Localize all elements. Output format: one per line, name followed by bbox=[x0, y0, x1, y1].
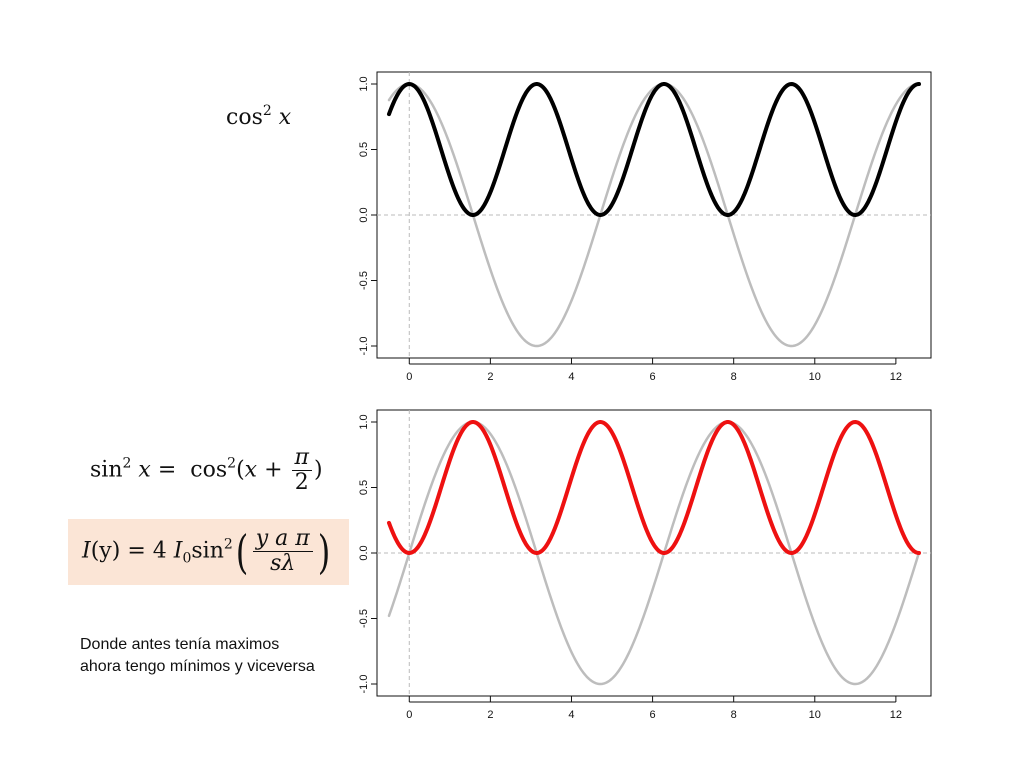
top-x-tick-label: 6 bbox=[650, 371, 656, 383]
intensity-formula-box: I(y) = 4 I0sin2(y a π sλ) bbox=[68, 519, 349, 585]
sin2-identity: sin2 x = cos2(x + π 2 ) bbox=[90, 445, 323, 496]
bottom-x-tick-label: 4 bbox=[568, 709, 574, 721]
intensity-formula: I(y) = 4 I0sin2(y a π sλ) bbox=[82, 524, 331, 579]
bottom-y-tick-label: 0.5 bbox=[358, 480, 370, 495]
cos-squared-chart: 0 2 4 6 8 10 12 -1.0 -0.5 0.0 0.5 1.0 bbox=[358, 71, 932, 383]
explanation-note: Donde antes tenía maximos ahora tengo mí… bbox=[80, 636, 315, 675]
bottom-x-tick-label: 0 bbox=[406, 709, 412, 721]
cos2-label: cos2 x bbox=[226, 103, 292, 130]
top-y-tick-label: 0.0 bbox=[358, 207, 370, 222]
bottom-x-tick-label: 2 bbox=[487, 709, 493, 721]
top-y-tick-label: -0.5 bbox=[358, 271, 370, 290]
top-y-tick-label: -1.0 bbox=[358, 337, 370, 356]
bottom-y-tick-label: 1.0 bbox=[358, 414, 370, 429]
top-series-0 bbox=[387, 82, 921, 348]
bottom-x-tick-label: 10 bbox=[809, 709, 821, 721]
bottom-series-1 bbox=[387, 420, 921, 555]
top-y-tick-label: 0.5 bbox=[358, 142, 370, 157]
bottom-x-tick-label: 6 bbox=[650, 709, 656, 721]
top-x-tick-label: 8 bbox=[731, 371, 737, 383]
top-x-tick-label: 2 bbox=[487, 371, 493, 383]
bottom-y-tick-label: 0.0 bbox=[358, 545, 370, 560]
top-x-tick-label: 10 bbox=[809, 371, 821, 383]
sin-squared-chart: 0 2 4 6 8 10 12 -1.0 -0.5 0.0 0.5 1.0 bbox=[358, 409, 932, 721]
bottom-x-tick-label: 8 bbox=[731, 709, 737, 721]
argument-fraction: y a π sλ bbox=[252, 526, 313, 576]
bottom-y-tick-label: -1.0 bbox=[358, 675, 370, 694]
top-x-tick-label: 12 bbox=[890, 371, 902, 383]
pi-over-2-fraction: π 2 bbox=[291, 445, 312, 495]
top-x-tick-label: 4 bbox=[568, 371, 574, 383]
top-series-1 bbox=[387, 82, 921, 217]
bottom-x-tick-label: 12 bbox=[890, 709, 902, 721]
top-x-tick-label: 0 bbox=[406, 371, 412, 383]
top-y-tick-label: 1.0 bbox=[358, 76, 370, 91]
bottom-y-tick-label: -0.5 bbox=[358, 609, 370, 628]
